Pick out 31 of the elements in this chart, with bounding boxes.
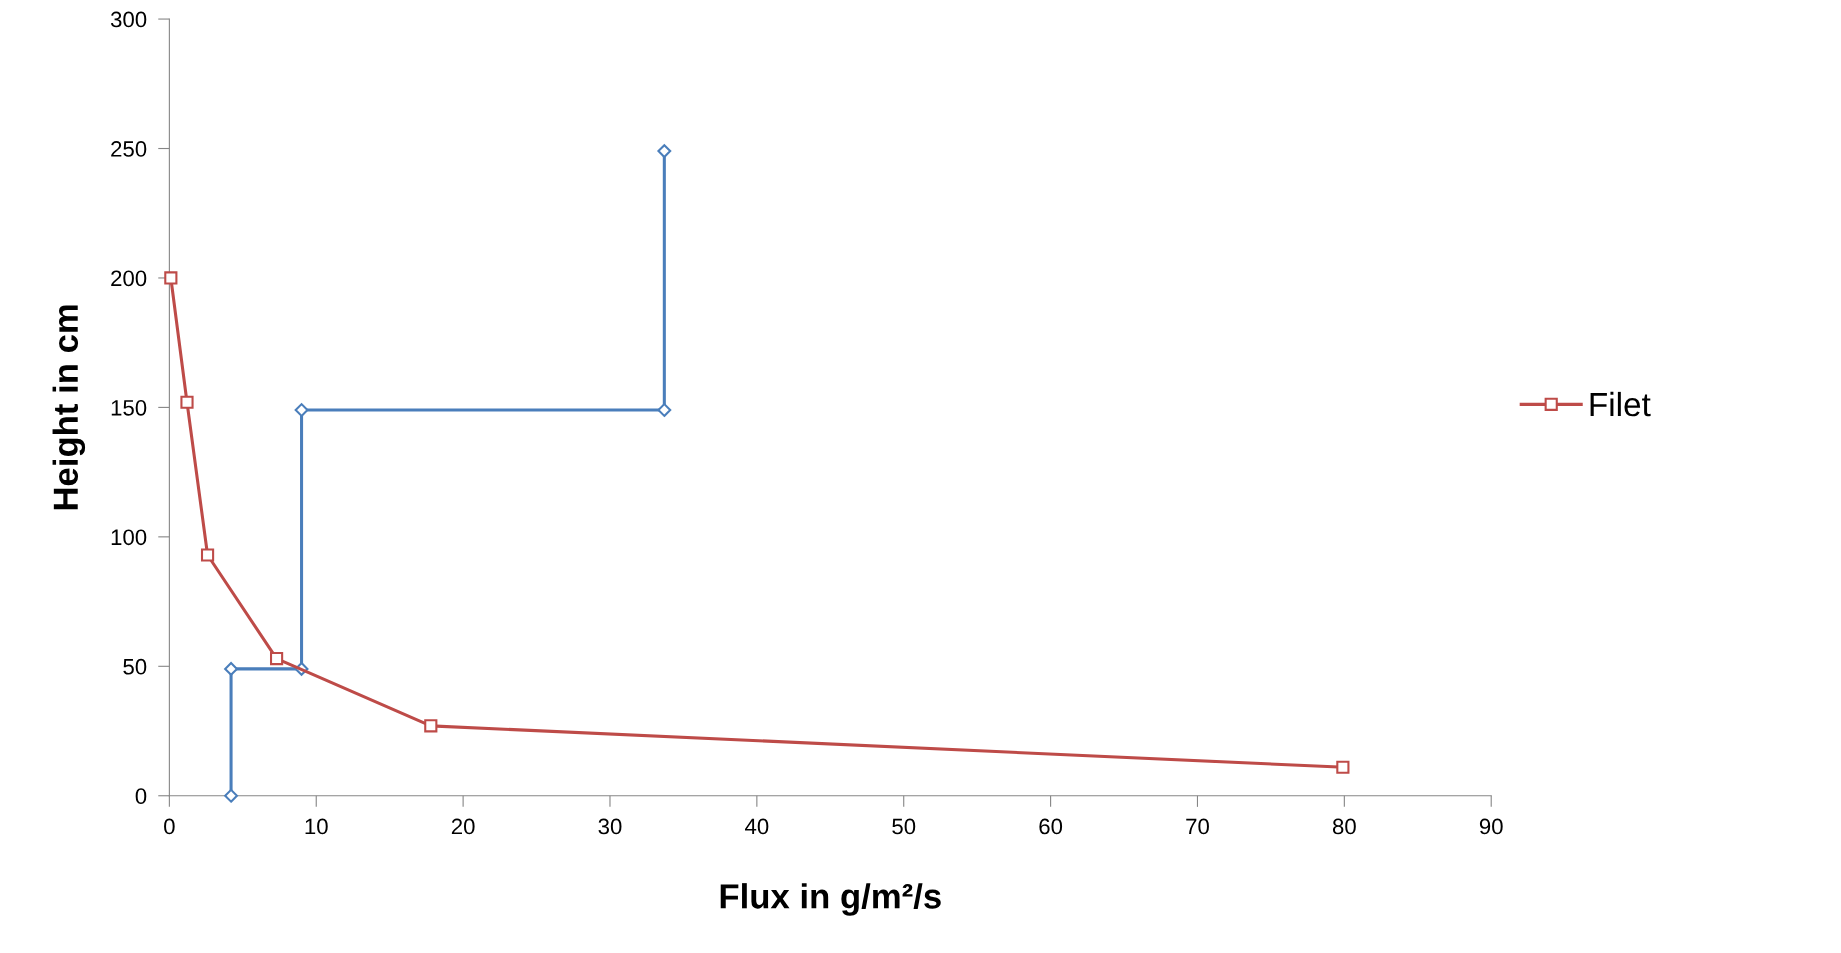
point bbox=[1336, 760, 1350, 774]
y-tick-label: 250 bbox=[111, 141, 147, 157]
x-axis-title: Flux in g/m²/s bbox=[720, 883, 941, 916]
y-tick-label: 100 bbox=[111, 529, 147, 546]
point bbox=[180, 395, 194, 409]
x-tick-label: 90 bbox=[1479, 818, 1503, 835]
point bbox=[424, 719, 438, 733]
x-tick-label: 0 bbox=[164, 818, 175, 835]
point bbox=[164, 271, 178, 285]
y-tick-label: 300 bbox=[110, 11, 147, 28]
point bbox=[294, 403, 309, 417]
point bbox=[269, 651, 284, 666]
legend-label: Filet bbox=[1590, 391, 1651, 417]
y-tick-label: 200 bbox=[111, 270, 147, 287]
point bbox=[657, 144, 672, 159]
point bbox=[224, 661, 238, 676]
x-tick-label: 70 bbox=[1186, 818, 1209, 835]
point bbox=[224, 788, 238, 803]
x-tick-label: 60 bbox=[1039, 818, 1063, 835]
y-tick-label: 0 bbox=[135, 788, 147, 805]
y-tick-label: 50 bbox=[123, 658, 147, 675]
x-tick-label: 40 bbox=[745, 818, 769, 835]
y-tick-label: 150 bbox=[111, 399, 147, 416]
y-axis-title: Height in cm bbox=[52, 305, 86, 510]
x-tick-label: 50 bbox=[892, 818, 916, 835]
x-tick-label: 10 bbox=[305, 818, 328, 835]
point bbox=[657, 403, 672, 417]
x-tick-label: 80 bbox=[1332, 818, 1356, 835]
point bbox=[200, 548, 215, 562]
x-tick-label: 20 bbox=[451, 818, 475, 835]
x-tick-label: 30 bbox=[598, 818, 622, 835]
